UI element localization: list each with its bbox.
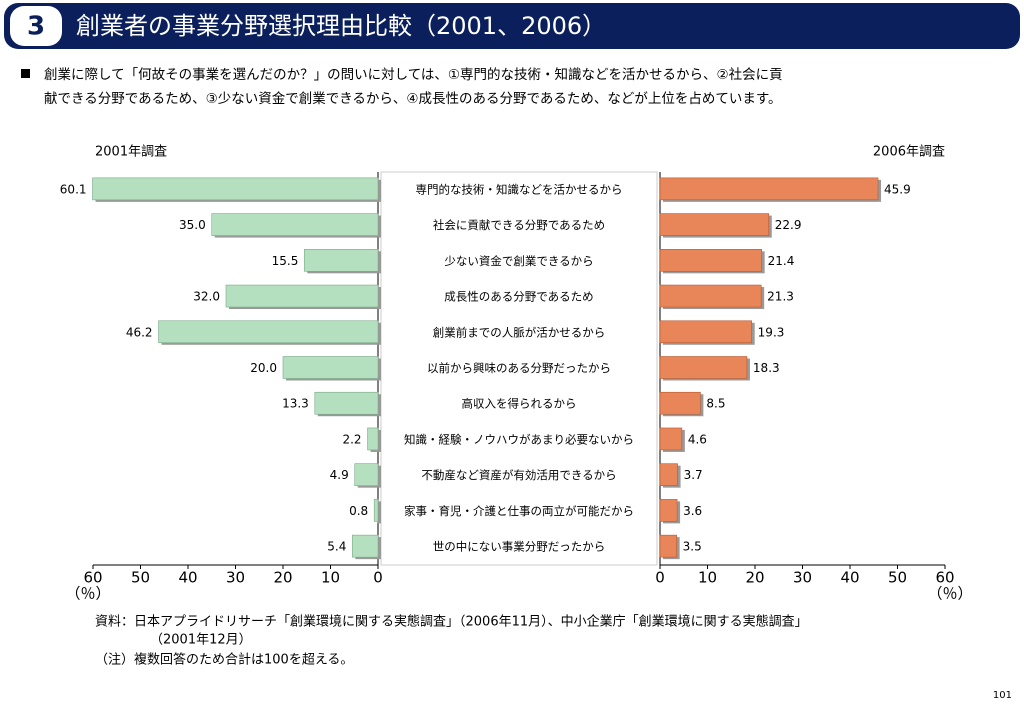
header-bar bbox=[4, 3, 1020, 49]
bar bbox=[659, 249, 762, 272]
value-label: 13.3 bbox=[282, 397, 309, 411]
category-label: 専門的な技術・知識などを活かせるから bbox=[416, 182, 623, 196]
bar bbox=[659, 284, 762, 308]
bar bbox=[659, 427, 683, 451]
note: （注）複数回答のため合計は100を超える。 bbox=[95, 652, 353, 668]
x-tick-label: 40 bbox=[178, 569, 197, 587]
x-axis-label: （％） bbox=[65, 585, 110, 603]
bullet-text: 献できる分野であるため、③少ない資金で創業できるから、④成長性のある分野であるた… bbox=[44, 91, 782, 107]
bar bbox=[367, 427, 379, 451]
x-tick-label: 60 bbox=[83, 569, 102, 587]
category-label: 高収入を得られるから bbox=[462, 397, 577, 411]
value-label: 3.7 bbox=[684, 468, 703, 482]
bar bbox=[659, 213, 770, 236]
bar bbox=[225, 284, 379, 308]
x-tick-label: 20 bbox=[745, 569, 764, 587]
bar bbox=[659, 356, 748, 379]
bar bbox=[659, 499, 678, 522]
value-label: 2.2 bbox=[342, 432, 361, 446]
value-label: 4.9 bbox=[330, 468, 349, 482]
bar bbox=[352, 534, 379, 558]
value-label: 3.5 bbox=[683, 540, 702, 554]
category-label: 世の中にない事業分野だったから bbox=[433, 540, 606, 554]
x-tick-label: 0 bbox=[655, 569, 665, 587]
value-label: 60.1 bbox=[60, 182, 87, 196]
bar bbox=[314, 391, 379, 415]
value-label: 22.9 bbox=[775, 218, 802, 232]
bullet-text: 創業に際して「何故その事業を選んだのか？」の問いに対しては、①専門的な技術・知識… bbox=[44, 66, 783, 83]
value-label: 4.6 bbox=[688, 432, 707, 446]
value-label: 46.2 bbox=[126, 325, 153, 339]
category-label: 知識・経験・ノウハウがあまり必要ないから bbox=[404, 432, 634, 446]
bar bbox=[659, 463, 678, 486]
category-panel bbox=[380, 171, 658, 566]
x-tick-label: 50 bbox=[888, 569, 907, 587]
bar-shadow bbox=[377, 501, 381, 524]
x-tick-label: 50 bbox=[131, 569, 150, 587]
bar bbox=[659, 177, 879, 201]
category-label: 不動産など資産が有効活用できるから bbox=[421, 468, 616, 482]
value-label: 20.0 bbox=[250, 361, 277, 375]
category-label: 成長性のある分野であるため bbox=[444, 290, 593, 304]
bar bbox=[304, 249, 379, 272]
value-label: 35.0 bbox=[179, 218, 206, 232]
source-note: （2001年12月） bbox=[150, 633, 252, 648]
category-label: 少ない資金で創業できるから bbox=[444, 254, 593, 268]
source-note: 資料：日本アプライドリサーチ「創業環境に関する実態調査」（2006年11月）、中… bbox=[95, 614, 808, 630]
x-tick-label: 60 bbox=[935, 569, 954, 587]
value-label: 21.4 bbox=[768, 254, 795, 268]
legend-label: 2006年調査 bbox=[873, 145, 945, 160]
value-label: 19.3 bbox=[758, 325, 785, 339]
value-label: 18.3 bbox=[753, 361, 780, 375]
bullet-marker bbox=[21, 69, 30, 78]
value-label: 0.8 bbox=[349, 504, 368, 518]
bar bbox=[659, 391, 701, 415]
legend-label: 2001年調査 bbox=[95, 145, 167, 160]
value-label: 3.6 bbox=[683, 504, 702, 518]
number-badge bbox=[10, 6, 62, 46]
slide-number: 3 bbox=[27, 12, 45, 42]
x-tick-label: 10 bbox=[698, 569, 717, 587]
x-tick-label: 10 bbox=[321, 569, 340, 587]
bar bbox=[373, 499, 379, 522]
value-label: 32.0 bbox=[193, 290, 220, 304]
value-label: 21.3 bbox=[767, 290, 794, 304]
category-label: 家事・育児・介護と仕事の両立が可能だから bbox=[404, 504, 634, 518]
x-tick-label: 20 bbox=[273, 569, 292, 587]
category-label: 以前から興味のある分野だったから bbox=[427, 361, 611, 375]
x-tick-label: 30 bbox=[793, 569, 812, 587]
category-label: 社会に貢献できる分野であるため bbox=[433, 218, 605, 232]
x-axis-label: （％） bbox=[927, 585, 972, 603]
x-tick-label: 0 bbox=[373, 569, 383, 587]
page-number: 101 bbox=[993, 690, 1012, 701]
bar bbox=[282, 356, 379, 379]
bar bbox=[158, 320, 379, 344]
value-label: 8.5 bbox=[706, 397, 725, 411]
x-tick-label: 40 bbox=[840, 569, 859, 587]
value-label: 45.9 bbox=[884, 182, 911, 196]
category-label: 創業前までの人脈が活かせるから bbox=[433, 325, 606, 339]
value-label: 5.4 bbox=[327, 540, 346, 554]
bar bbox=[354, 463, 379, 486]
bar bbox=[211, 213, 379, 236]
title: 創業者の事業分野選択理由比較（2001、2006） bbox=[76, 12, 606, 40]
value-label: 15.5 bbox=[272, 254, 299, 268]
bar bbox=[92, 177, 379, 201]
bar bbox=[659, 534, 677, 558]
bar bbox=[659, 320, 752, 344]
x-tick-label: 30 bbox=[226, 569, 245, 587]
